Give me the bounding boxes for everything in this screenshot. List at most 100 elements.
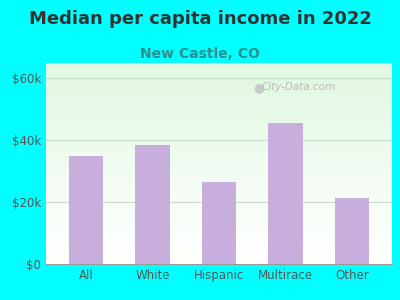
Bar [46, 102, 392, 103]
Bar [46, 141, 392, 142]
Bar [46, 210, 392, 212]
Bar [46, 138, 392, 140]
Bar [46, 130, 392, 131]
Bar [46, 121, 392, 122]
Bar [69, 156, 103, 264]
Bar [46, 193, 392, 194]
Bar [46, 98, 392, 99]
Bar [46, 255, 392, 256]
Bar [46, 201, 392, 202]
Bar [46, 91, 392, 92]
Bar [46, 248, 392, 249]
Bar [46, 253, 392, 255]
Bar [46, 82, 392, 83]
Bar [46, 204, 392, 205]
Bar [46, 88, 392, 90]
Bar [46, 237, 392, 238]
Bar [46, 71, 392, 72]
Bar [46, 236, 392, 237]
Bar [202, 182, 236, 264]
Text: ●: ● [253, 81, 264, 94]
Bar [46, 259, 392, 260]
Bar [46, 76, 392, 78]
Bar [46, 119, 392, 121]
Bar [46, 67, 392, 68]
Bar [46, 189, 392, 190]
Bar [46, 170, 392, 172]
Bar [46, 213, 392, 214]
Bar [46, 66, 392, 67]
Bar [46, 177, 392, 178]
Bar [46, 123, 392, 124]
Bar [46, 111, 392, 112]
Bar [46, 218, 392, 220]
Bar [46, 202, 392, 204]
Bar [46, 167, 392, 169]
Bar [46, 63, 392, 64]
Bar [46, 230, 392, 232]
Bar [46, 160, 392, 161]
Bar [46, 143, 392, 145]
Bar [46, 233, 392, 235]
Bar [46, 174, 392, 175]
Bar [46, 150, 392, 152]
Bar [46, 186, 392, 188]
Bar [46, 205, 392, 206]
Bar [46, 249, 392, 250]
Bar [46, 129, 392, 130]
Bar [46, 70, 392, 71]
Bar [46, 145, 392, 146]
Bar [46, 95, 392, 97]
Bar [46, 247, 392, 248]
Bar [46, 94, 392, 95]
Bar [46, 235, 392, 236]
Bar [46, 135, 392, 137]
Bar [46, 161, 392, 162]
Bar [46, 169, 392, 170]
Bar [46, 80, 392, 82]
Bar [46, 109, 392, 110]
Bar [46, 197, 392, 198]
Bar [46, 97, 392, 98]
Bar [46, 68, 392, 70]
Bar [46, 214, 392, 216]
Bar [46, 112, 392, 114]
Bar [46, 166, 392, 167]
Bar [46, 184, 392, 185]
Bar [46, 126, 392, 127]
Bar [46, 72, 392, 74]
Bar [46, 110, 392, 111]
Bar [46, 90, 392, 91]
Bar [46, 206, 392, 208]
Bar [46, 146, 392, 147]
Bar [46, 178, 392, 180]
Bar [46, 225, 392, 226]
Text: Median per capita income in 2022: Median per capita income in 2022 [28, 11, 372, 28]
Bar [46, 196, 392, 197]
Bar [46, 208, 392, 209]
Bar [46, 228, 392, 229]
Bar [46, 162, 392, 164]
Bar [46, 180, 392, 181]
Bar [46, 103, 392, 104]
Bar [46, 127, 392, 129]
Bar [46, 229, 392, 230]
Bar [46, 87, 392, 88]
Bar [335, 197, 369, 264]
Bar [46, 232, 392, 233]
Bar [46, 154, 392, 155]
Bar [46, 75, 392, 76]
Bar [46, 221, 392, 223]
Bar [46, 223, 392, 224]
Bar [46, 217, 392, 218]
Bar [46, 224, 392, 225]
Bar [46, 185, 392, 186]
Bar [46, 241, 392, 243]
Bar [46, 64, 392, 66]
Bar [46, 131, 392, 133]
Bar [268, 123, 303, 264]
Bar [46, 165, 392, 166]
Bar [46, 200, 392, 201]
Bar [46, 212, 392, 213]
Bar [46, 182, 392, 184]
